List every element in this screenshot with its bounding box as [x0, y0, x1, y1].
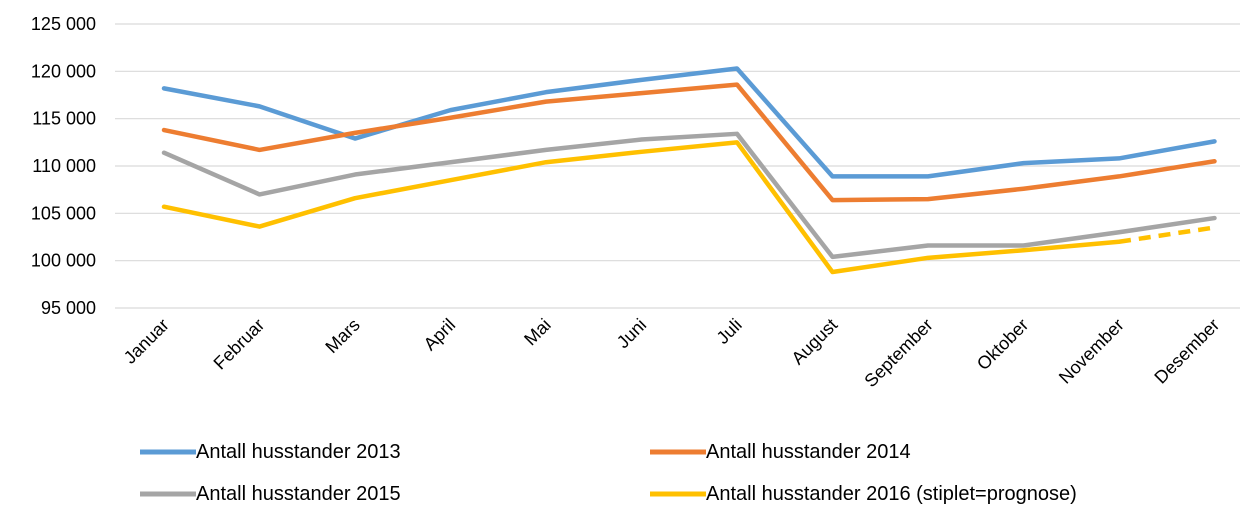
x-tick-label: April — [420, 315, 460, 355]
x-tick-label: Januar — [120, 315, 173, 368]
y-tick-label: 125 000 — [31, 14, 96, 34]
series-line-1 — [161, 66, 1217, 179]
legend-label-1: Antall husstander 2013 — [196, 441, 401, 463]
x-tick-label: November — [1055, 315, 1128, 388]
y-tick-label: 105 000 — [31, 203, 96, 223]
x-tick-label: Juni — [613, 315, 650, 352]
y-tick-label: 110 000 — [32, 156, 96, 176]
x-tick-label: Oktober — [973, 315, 1032, 374]
x-tick-label: Mars — [321, 315, 363, 357]
legend-label-4: Antall husstander 2016 (stiplet=prognose… — [706, 483, 1077, 505]
series-line-2 — [161, 82, 1217, 203]
legend-label-3: Antall husstander 2015 — [196, 483, 401, 505]
y-tick-label: 100 000 — [31, 251, 96, 271]
y-tick-label: 115 000 — [32, 109, 96, 129]
legend-label-2: Antall husstander 2014 — [706, 441, 911, 463]
x-tick-label: August — [788, 315, 842, 369]
x-tick-label: Februar — [210, 315, 269, 374]
y-tick-label: 120 000 — [31, 61, 96, 81]
x-tick-label: September — [860, 315, 936, 391]
x-tick-label: Juli — [713, 315, 746, 348]
series-forecast-line-4 — [1118, 225, 1215, 244]
x-tick-label: Mai — [520, 315, 555, 350]
series-line-4 — [161, 140, 1122, 275]
series-line-3 — [161, 131, 1217, 260]
y-tick-label: 95 000 — [41, 298, 96, 318]
x-tick-label: Desember — [1150, 315, 1223, 388]
